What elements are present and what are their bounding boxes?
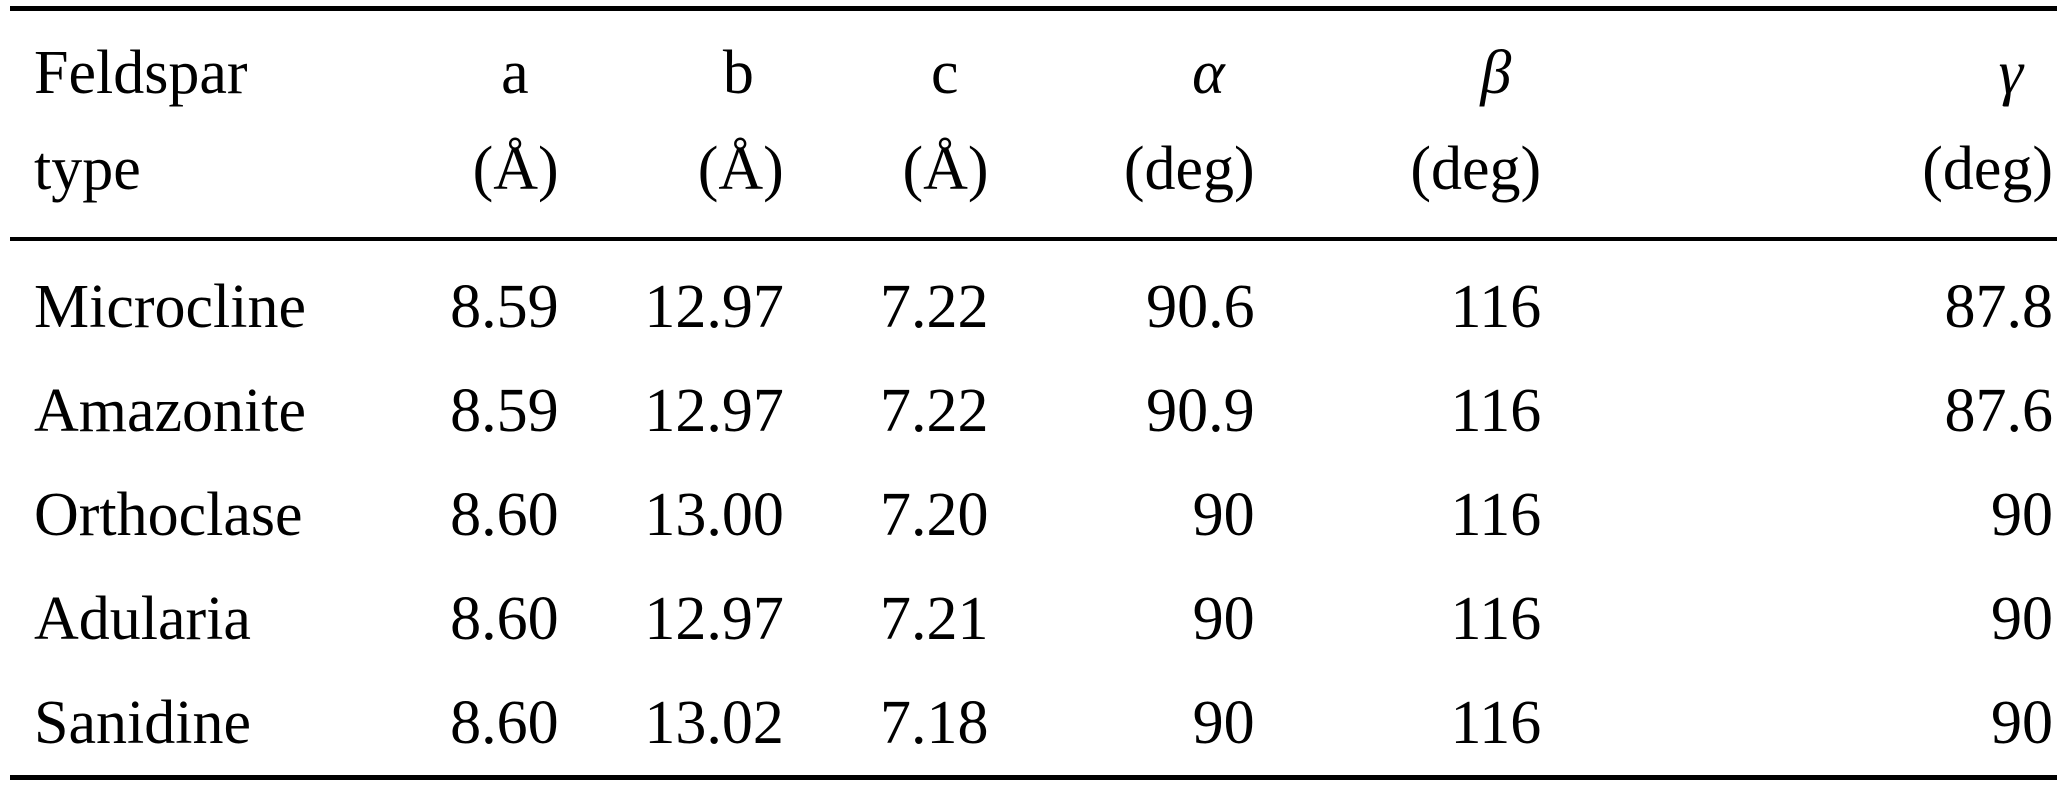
cell-b: 13.00 (644, 481, 784, 549)
cell-c: 7.22 (880, 377, 989, 445)
header-symbol-b: b (722, 39, 754, 107)
cell-alpha: 90 (1192, 689, 1255, 757)
cell-c: 7.18 (880, 689, 989, 757)
cell-beta: 116 (1450, 481, 1542, 549)
cell-a: 8.60 (450, 585, 559, 653)
cell-c: 7.20 (880, 481, 989, 549)
cell-gamma: 87.6 (1944, 377, 2054, 445)
column-header-a: a (Å) (378, 8, 563, 241)
cell-alpha: 90.6 (1146, 273, 1255, 341)
column-header-alpha: α (deg) (992, 8, 1259, 241)
header-symbol-alpha: α (1192, 39, 1225, 107)
table-row-sanidine: Sanidine 8.60 13.02 7.18 90 116 90 (10, 671, 2057, 778)
header-line-type: type (34, 135, 141, 203)
cell-beta: 116 (1450, 585, 1542, 653)
header-unit-b: (Å) (697, 135, 784, 203)
feldspar-lattice-parameters-table: Feldspar type a (Å) b (Å) c (Å) α (deg (10, 6, 2057, 780)
cell-a: 8.60 (450, 689, 559, 757)
row-label: Orthoclase (34, 481, 303, 549)
header-unit-beta: (deg) (1410, 135, 1542, 203)
table-row-microcline: Microcline 8.59 12.97 7.22 90.6 116 87.8 (10, 239, 2057, 359)
header-symbol-beta: β (1480, 39, 1512, 107)
row-label: Sanidine (34, 689, 251, 757)
column-header-c: c (Å) (787, 8, 993, 241)
cell-b: 12.97 (644, 377, 784, 445)
column-header-beta: β (deg) (1258, 8, 1546, 241)
cell-alpha: 90 (1192, 585, 1255, 653)
cell-a: 8.60 (450, 481, 559, 549)
cell-gamma: 90 (1991, 585, 2053, 653)
row-label: Adularia (34, 585, 251, 653)
cell-gamma: 90 (1991, 481, 2053, 549)
cell-c: 7.21 (880, 585, 989, 653)
cell-b: 13.02 (644, 689, 784, 757)
header-unit-alpha: (deg) (1123, 135, 1255, 203)
header-symbol-gamma: γ (1998, 39, 2023, 107)
row-label: Amazonite (34, 377, 307, 445)
cell-c: 7.22 (880, 273, 989, 341)
column-header-feldspar-type: Feldspar type (10, 8, 379, 241)
column-header-gamma: γ (deg) (1545, 8, 2057, 241)
row-label: Microcline (34, 273, 307, 341)
header-symbol-a: a (501, 39, 529, 107)
cell-a: 8.59 (450, 273, 559, 341)
cell-alpha: 90 (1192, 481, 1255, 549)
cell-b: 12.97 (644, 585, 784, 653)
table-row-orthoclase: Orthoclase 8.60 13.00 7.20 90 116 90 (10, 463, 2057, 567)
header-symbol-c: c (930, 39, 959, 107)
cell-gamma: 87.8 (1944, 273, 2054, 341)
header-line-feldspar: Feldspar (34, 39, 248, 107)
table-row-amazonite: Amazonite 8.59 12.97 7.22 90.9 116 87.6 (10, 359, 2057, 463)
table-row-adularia: Adularia 8.60 12.97 7.21 90 116 90 (10, 567, 2057, 671)
cell-beta: 116 (1450, 689, 1542, 757)
cell-beta: 116 (1450, 273, 1542, 341)
cell-gamma: 90 (1991, 689, 2053, 757)
cell-a: 8.59 (450, 377, 559, 445)
column-header-b: b (Å) (562, 8, 788, 241)
cell-alpha: 90.9 (1146, 377, 1255, 445)
cell-beta: 116 (1450, 377, 1542, 445)
header-unit-c: (Å) (902, 135, 989, 203)
header-row: Feldspar type a (Å) b (Å) c (Å) α (deg (10, 8, 2057, 241)
cell-b: 12.97 (644, 273, 784, 341)
header-unit-gamma: (deg) (1922, 135, 2053, 203)
header-unit-a: (Å) (472, 135, 559, 203)
